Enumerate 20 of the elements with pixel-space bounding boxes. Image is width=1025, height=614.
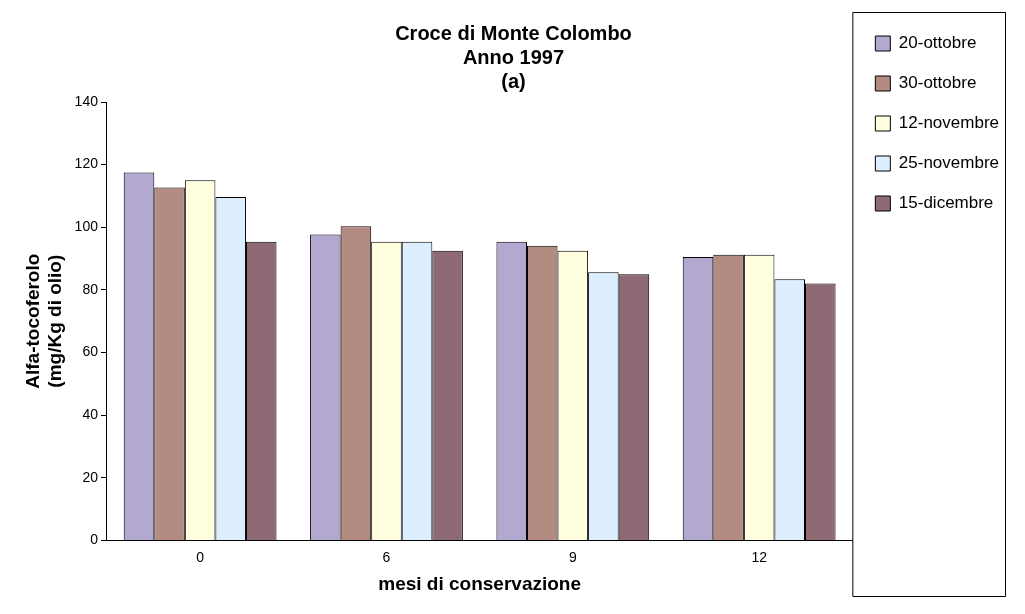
legend-label: 12-novembre [898,113,1000,133]
y-tick-label: 0 [90,531,99,548]
y-tick-label: 40 [82,406,99,422]
x-tick-label: 0 [196,548,205,565]
y-tick-label: 80 [82,280,99,297]
x-tick-label: 12 [751,548,768,565]
x-tick-label: 6 [382,548,391,565]
legend-label: 20-ottobre [898,33,977,53]
x-axis-title: mesi di conservazione [378,572,582,594]
y-tick-label: 60 [82,343,99,360]
legend-label: 15-dicembre [898,193,994,213]
legend-label: 30-ottobre [898,73,977,93]
y-axis-title: Alfa-tocoferolo (mg/Kg di olio) [21,253,66,389]
y-tick-label: 140 [74,92,99,109]
y-tick-label: 20 [82,468,99,485]
y-tick-label: 100 [74,218,99,235]
legend-label: 25-novembre [898,153,1000,173]
y-tick-label: 120 [74,155,99,172]
x-tick-label: 9 [568,548,577,565]
chart-title: Croce di Monte Colombo Anno 1997 (a) [395,21,632,92]
